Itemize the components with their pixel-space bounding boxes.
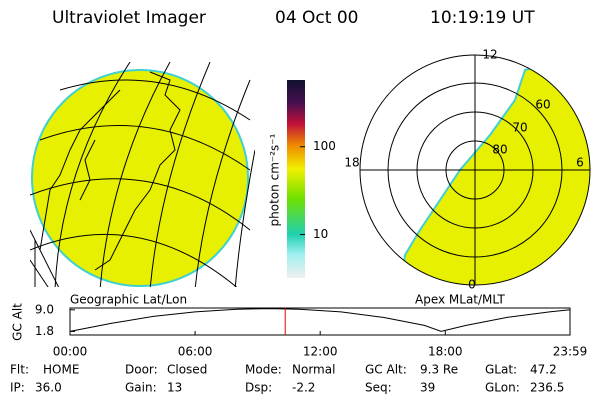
colorbar bbox=[287, 80, 305, 278]
altitude-curve bbox=[69, 308, 571, 332]
altitude-frame bbox=[69, 307, 571, 336]
x-tick-label: 12:00 bbox=[303, 345, 338, 359]
info-label: GC Alt: bbox=[365, 363, 407, 377]
y-tick-label: 1.8 bbox=[35, 324, 54, 338]
mlt-label: 0 bbox=[468, 278, 476, 292]
x-tick-label: 18:00 bbox=[428, 345, 463, 359]
colorbar-unit: photon cm⁻²s⁻¹ bbox=[268, 133, 282, 226]
info-value: 9.3 Re bbox=[420, 363, 458, 377]
info-value: 36.0 bbox=[35, 381, 62, 395]
info-label: Gain: bbox=[125, 381, 157, 395]
mlat-label: 60 bbox=[535, 98, 550, 112]
info-value: -2.2 bbox=[292, 381, 315, 395]
date: 04 Oct 00 bbox=[275, 8, 358, 28]
info-label: GLon: bbox=[485, 381, 520, 395]
x-tick-label: 00:00 bbox=[53, 345, 88, 359]
info-label: GLat: bbox=[485, 363, 517, 377]
geo-map bbox=[30, 62, 255, 287]
instrument: Ultraviolet Imager bbox=[52, 8, 206, 28]
info-value: 236.5 bbox=[530, 381, 564, 395]
info-label: Seq: bbox=[365, 381, 392, 395]
polar-map bbox=[359, 54, 591, 286]
colorbar-tick-label: 100 bbox=[313, 139, 336, 153]
info-label: Dsp: bbox=[245, 381, 272, 395]
polar-label: Apex MLat/MLT bbox=[415, 293, 505, 307]
info-value: Closed bbox=[167, 363, 207, 377]
x-tick-label: 06:00 bbox=[178, 345, 213, 359]
colorbar-tick-label: 10 bbox=[313, 227, 328, 241]
info-label: Flt: bbox=[10, 363, 29, 377]
mlat-label: 80 bbox=[492, 143, 507, 157]
info-value: HOME bbox=[43, 363, 79, 377]
geo-label: Geographic Lat/Lon bbox=[70, 293, 187, 307]
info-label: Door: bbox=[125, 363, 158, 377]
x-tick-label: 23:59 bbox=[553, 345, 588, 359]
mlt-label: 18 bbox=[344, 156, 359, 170]
y-tick-label: 9.0 bbox=[35, 302, 54, 316]
info-value: 39 bbox=[420, 381, 435, 395]
mlt-label: 6 bbox=[576, 156, 584, 170]
time: 10:19:19 UT bbox=[430, 8, 535, 28]
info-label: Mode: bbox=[245, 363, 282, 377]
mlat-label: 70 bbox=[512, 121, 527, 135]
info-value: 47.2 bbox=[530, 363, 557, 377]
info-value: Normal bbox=[292, 363, 335, 377]
info-value: 13 bbox=[167, 381, 182, 395]
info-label: IP: bbox=[10, 381, 25, 395]
mlt-label: 12 bbox=[482, 48, 497, 62]
altitude-label: GC Alt bbox=[11, 303, 25, 341]
